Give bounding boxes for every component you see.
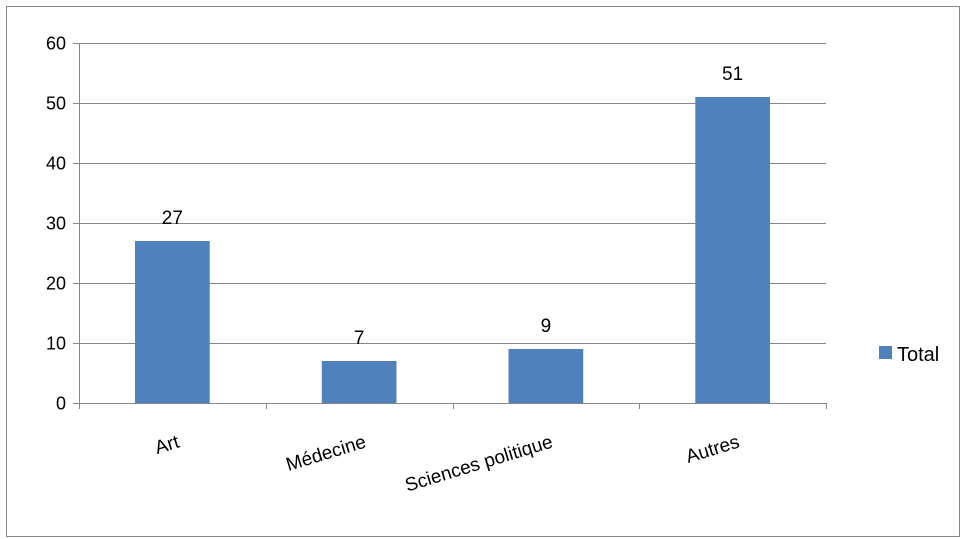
data-label: 51 — [722, 64, 743, 85]
legend-swatch-total — [879, 346, 892, 359]
axes — [73, 43, 827, 409]
data-labels: 27 7 9 51 — [162, 64, 743, 349]
bar-sciences-politique — [508, 349, 584, 403]
data-label: 27 — [162, 208, 183, 229]
x-axis-category-labels: Art Médecine Sciences politique Autres — [152, 431, 742, 496]
y-axis-tick-label: 40 — [46, 154, 66, 174]
y-axis-tick-label: 10 — [46, 334, 66, 354]
y-axis-tick-label: 50 — [46, 94, 66, 114]
category-label: Sciences politique — [403, 432, 556, 497]
category-label: Art — [152, 431, 182, 458]
bar-autres — [695, 97, 770, 403]
data-label: 9 — [541, 316, 552, 337]
y-axis-tick-label: 30 — [46, 214, 66, 234]
data-label: 7 — [354, 328, 365, 349]
category-label: Médecine — [284, 432, 369, 476]
bar-m-decine — [321, 361, 397, 403]
category-label: Autres — [683, 432, 742, 468]
bar-art — [135, 241, 210, 403]
legend-label-total: Total — [897, 344, 939, 366]
legend: Total — [879, 344, 939, 366]
bars — [135, 97, 770, 403]
y-axis-tick-label: 0 — [56, 394, 66, 414]
y-axis-tick-label: 60 — [46, 34, 66, 54]
y-axis-tick-labels: 0 10 20 30 40 50 60 — [46, 34, 66, 414]
y-axis-tick-label: 20 — [46, 274, 66, 294]
